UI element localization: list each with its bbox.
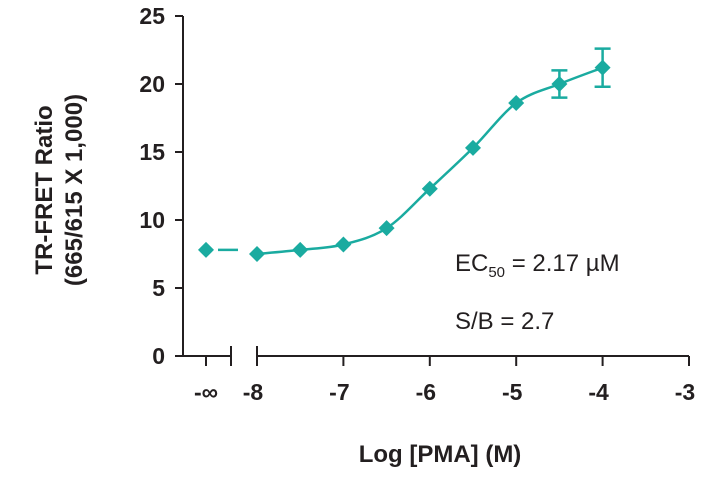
y-tick-label: 25 [139,3,165,29]
data-point [421,180,438,197]
data-point [335,236,352,253]
y-axis-title: TR-FRET Ratio (665/615 X 1,000) [31,94,88,286]
y-tick-label: 15 [139,139,165,165]
ec50-text: = 2.17 µM [505,250,620,277]
ec50-prefix: EC [455,250,488,277]
data-point [292,241,309,258]
y-tick-label: 20 [139,71,165,97]
x-tick-label: -8 [243,379,264,405]
x-tick-label: -6 [416,379,436,405]
data-point [551,76,568,92]
x-tick-label: -4 [588,379,609,405]
data-point [378,220,395,237]
x-tick-label: -3 [675,379,695,405]
y-axis-title-line: (665/615 X 1,000) [61,94,88,286]
y-tick-label: 5 [152,275,165,301]
fit-curve [256,66,604,256]
ec50-subscript: 50 [488,264,505,281]
data-point [594,59,611,76]
x-tick-label: -5 [502,379,523,405]
data-point [465,139,481,156]
x-axis-title: Log [PMA] (M) [359,441,522,468]
y-axis-title-line: TR-FRET Ratio [31,105,58,274]
data-point [508,95,525,112]
x-tick-label: -7 [329,379,349,405]
data-point [198,241,214,258]
ec50-annotation: EC50 = 2.17 µM [455,250,620,281]
data-point [249,246,265,262]
x-tick-label: -∞ [194,379,218,405]
y-tick-label: 10 [139,207,165,233]
y-tick-label: 0 [152,343,165,369]
sb-annotation: S/B = 2.7 [455,308,554,335]
